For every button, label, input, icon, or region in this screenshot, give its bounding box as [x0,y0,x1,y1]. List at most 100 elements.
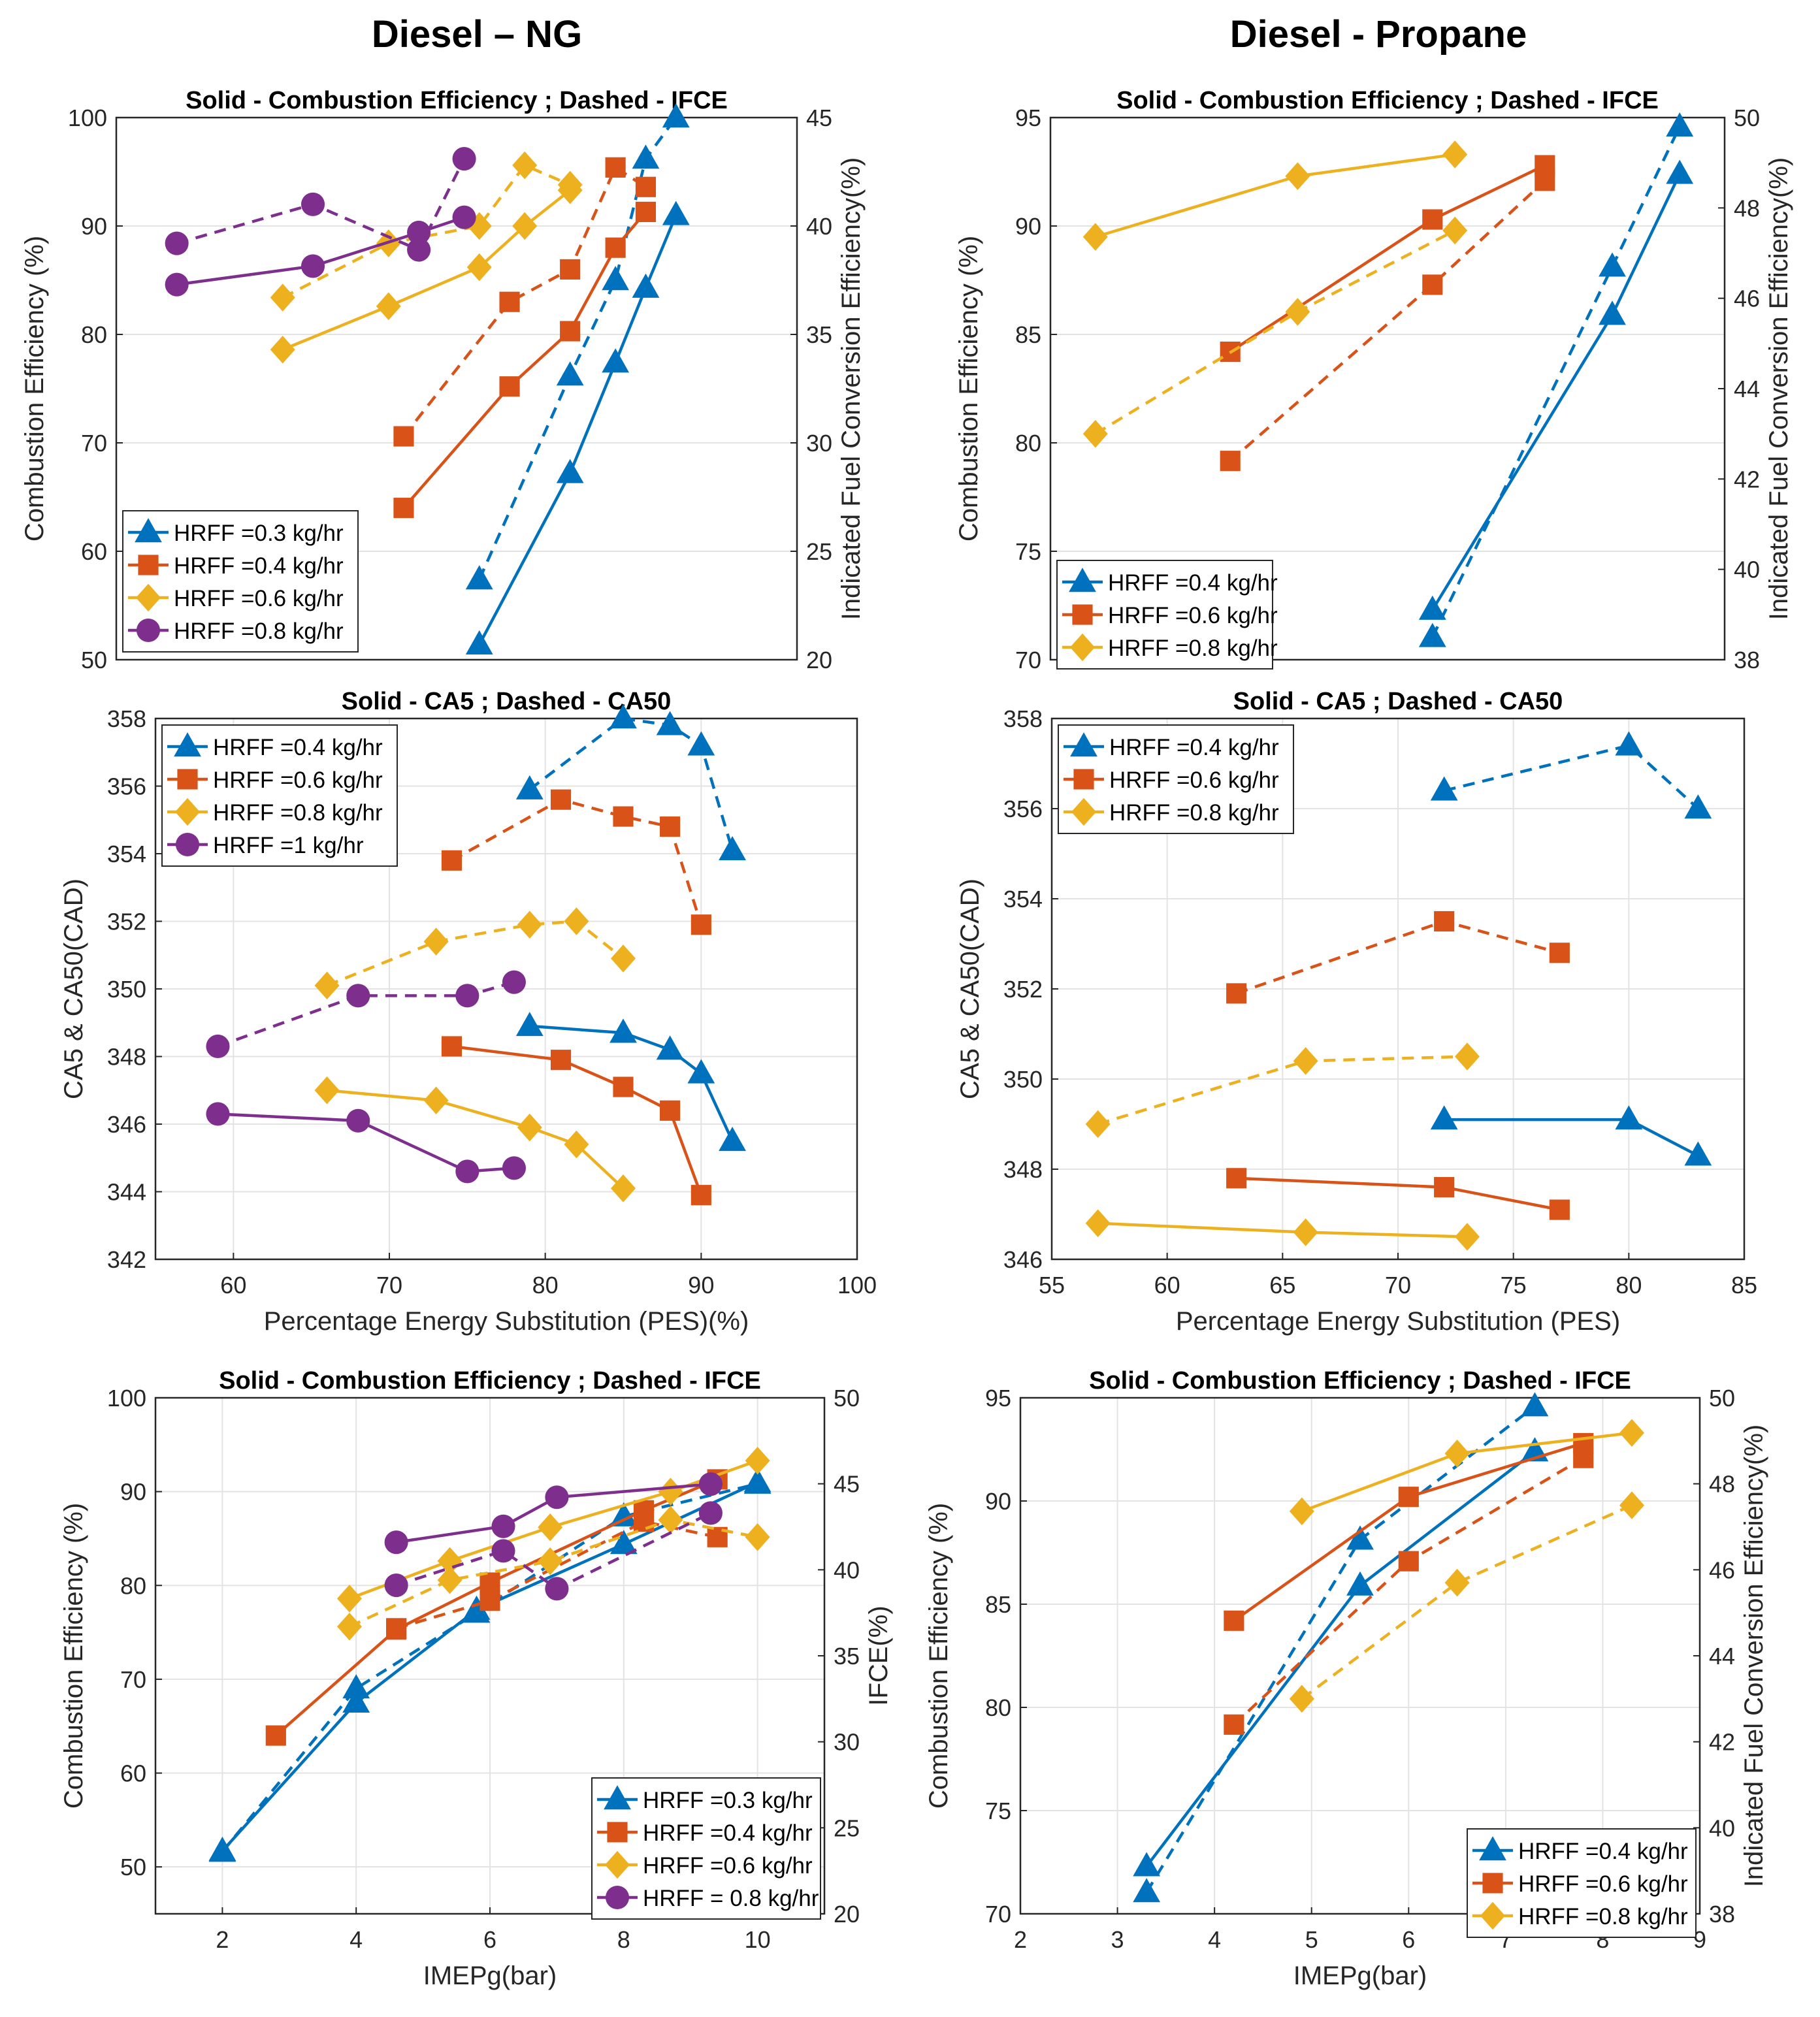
legend-entry: HRFF =0.4 kg/hr [174,553,344,579]
legend-marker [1072,604,1093,625]
y-tick-label: 80 [120,1572,146,1599]
data-point [314,971,340,1000]
series-purple-dashed [384,1501,723,1601]
legend-entry: HRFF =0.6 kg/hr [1518,1871,1688,1897]
data-point [632,144,660,169]
chart-panel-prop-eff-pes: 70 75 80 85 90 95 38 40 42 44 46 48 50 Solid - Combus… [954,87,1793,673]
series-yellow-solid [1085,1209,1480,1251]
legend-entry: HRFF =0.6 kg/hr [174,586,344,611]
data-point [1398,1487,1419,1508]
data-point [564,1130,589,1159]
y-axis-label: Combustion Efficiency (%) [924,1503,953,1809]
y-tick-label: 352 [1003,976,1043,1003]
x-tick-label: 6 [483,1926,496,1953]
y2-tick-label: 38 [1734,647,1760,673]
x-tick-label: 65 [1269,1272,1295,1299]
data-point [1422,209,1443,230]
series-line [1229,180,1546,462]
data-point [743,1469,772,1494]
y-tick-label: 358 [107,705,146,732]
x-tick-label: 4 [349,1926,363,1953]
data-point [463,1598,491,1623]
data-point [265,1725,286,1746]
series-line [478,116,677,581]
data-point [1082,223,1108,251]
data-point [560,259,581,280]
data-point [1444,1568,1470,1597]
y2-axis-label: IFCE(%) [864,1606,893,1705]
y2-tick-label: 50 [1734,105,1760,131]
plot-frame [115,116,798,661]
series-line [176,216,465,286]
data-point [165,231,189,255]
series-line [1301,1504,1633,1700]
data-point [1289,1497,1314,1526]
data-point [1521,1392,1549,1417]
y2-tick-label: 45 [806,105,832,131]
series-purple-dashed [165,147,476,262]
data-point [1220,451,1241,472]
series-yellow-solid [314,1076,636,1202]
legend-entry: HRFF =0.4 kg/hr [1108,570,1278,596]
legend-marker [1070,732,1097,757]
chart-title: Solid - Combustion Efficiency ; Dashed -… [186,87,728,114]
series-orange-solid [393,201,657,519]
data-point [384,1530,408,1555]
series-blue-dashed [515,704,746,861]
x-tick-label: 85 [1731,1272,1757,1299]
data-point [1434,1177,1455,1198]
data-point [1226,983,1247,1004]
y-tick-label: 95 [1015,105,1041,131]
y-tick-label: 350 [107,976,146,1003]
x-tick-label: 5 [1305,1926,1318,1953]
data-point [609,1530,638,1555]
y2-tick-label: 42 [1734,466,1760,492]
data-point [342,1674,370,1699]
chart-title: Solid - CA5 ; Dashed - CA50 [1233,688,1563,715]
y2-tick-label: 30 [806,430,832,457]
data-point [270,283,295,312]
data-point [745,1446,770,1475]
y2-tick-label: 20 [834,1901,860,1928]
legend: HRFF =0.4 kg/hr HRFF =0.6 kg/hr HRFF =0.8 … [1058,724,1294,834]
data-point [1285,298,1310,326]
series-line [176,158,466,251]
data-point [698,1472,723,1496]
chart-title: Solid - CA5 ; Dashed - CA50 [342,688,672,715]
data-point [499,376,520,397]
data-point [301,192,325,216]
series-yellow-dashed [270,151,583,312]
data-point [1444,1440,1470,1468]
y2-axis-label: Indicated Fuel Conversion Efficiency(%) [837,157,866,620]
y-tick-label: 70 [120,1666,146,1693]
data-point [658,1477,683,1506]
legend-marker [1480,1901,1505,1930]
data-point [423,1086,449,1115]
data-point [550,789,572,810]
series-yellow-dashed [1082,216,1468,448]
data-point [538,1513,563,1541]
series-line [395,1511,711,1590]
data-point [605,237,626,258]
series-yellow-solid [1289,1419,1644,1526]
x-axis-label: IMEPg(bar) [423,1961,557,1990]
y-tick-label: 80 [1015,430,1041,457]
data-point [550,1050,572,1071]
chart-panel-ng-eff-pes: 50 60 70 80 90 100 20 25 30 35 40 45 Solid - Combust… [20,87,866,673]
x-tick-label: 75 [1501,1272,1527,1299]
y2-tick-label: 46 [1709,1557,1735,1583]
data-point [635,201,657,222]
legend-entry: HRFF =0.6 kg/hr [1109,767,1279,793]
data-point [609,1502,638,1526]
series-blue-dashed [1430,731,1712,819]
data-point [491,1539,515,1563]
chart-title: Solid - Combustion Efficiency ; Dashed -… [219,1367,761,1395]
y-tick-label: 90 [1015,213,1041,240]
data-point [1434,911,1455,932]
data-point [1430,1105,1458,1130]
y-axis-label: CA5 & CA50(CAD) [59,879,88,1099]
data-point [206,1034,230,1059]
data-point [386,1618,407,1639]
series-blue-dashed [465,103,690,590]
data-point [660,816,681,837]
